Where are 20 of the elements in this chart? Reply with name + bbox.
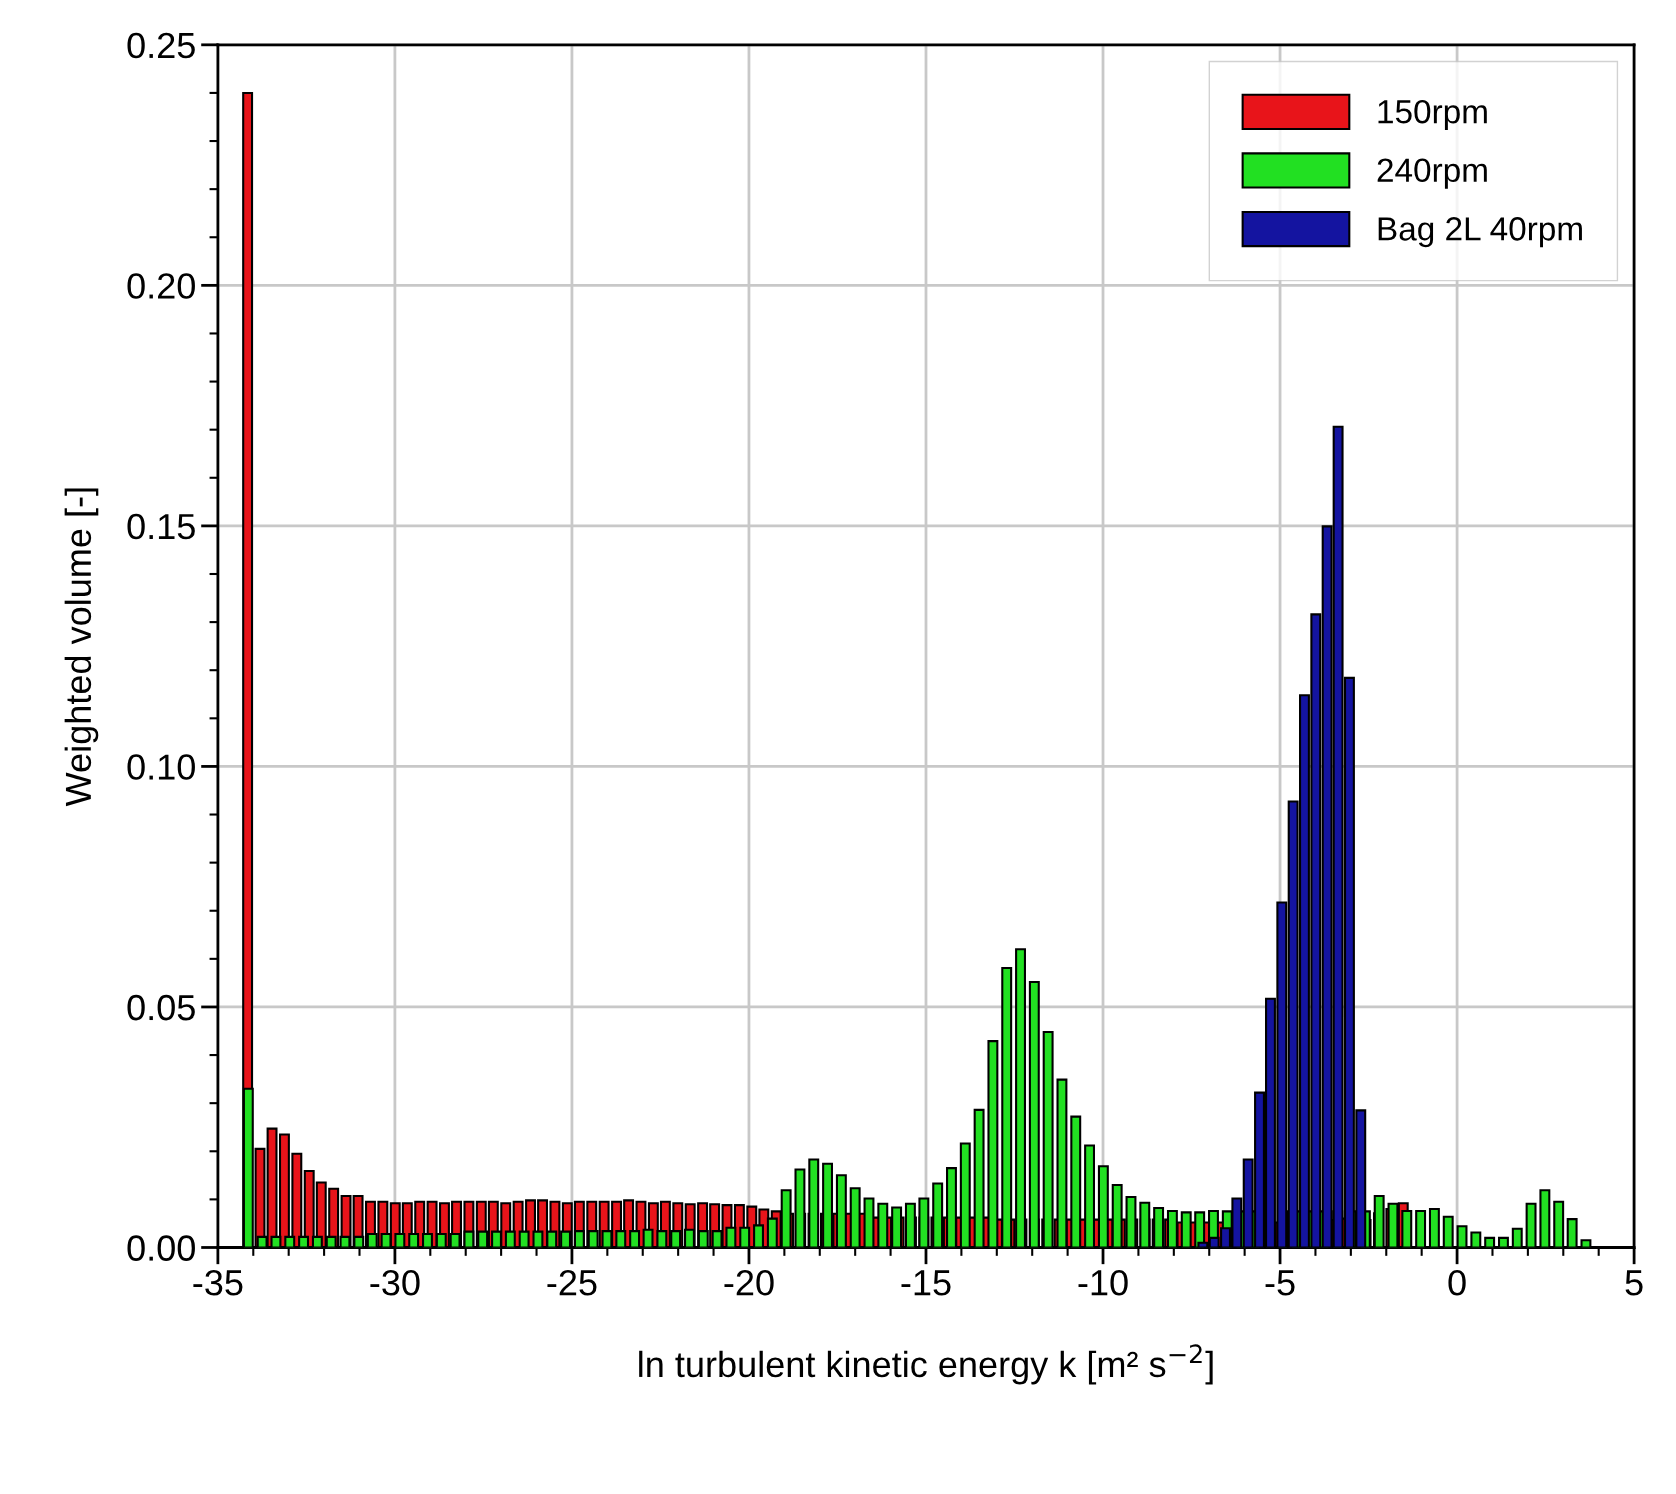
y-tick-label: 0.20 — [127, 273, 195, 299]
x-tick-label: -5 — [1265, 1270, 1295, 1296]
x-tick-label: -20 — [724, 1269, 774, 1296]
y-tick-label: 0.05 — [127, 994, 195, 1021]
y-tick-label: 0.10 — [127, 754, 195, 780]
y-tick-label: 0.25 — [127, 32, 195, 59]
legend-label: Bag 2L 40rpm — [1378, 217, 1582, 248]
y-tick-label: 0.15 — [127, 513, 195, 540]
x-tick-label: -30 — [370, 1269, 420, 1296]
y-axis-title: Weighted volume [-] — [64, 488, 99, 807]
x-tick-label: 5 — [1625, 1270, 1643, 1296]
x-tick-label: -10 — [1078, 1269, 1128, 1296]
legend-label: 240rpm — [1377, 158, 1487, 189]
y-tick-label: 0.00 — [127, 1235, 195, 1261]
legend-label: 150rpm — [1378, 99, 1487, 131]
x-tick-label: -35 — [193, 1269, 243, 1296]
x-tick-label: -15 — [901, 1270, 951, 1296]
x-axis-title: ln turbulent kinetic energy k [m² s$^{−2}$] — [639, 1344, 1213, 1385]
x-tick-label: -25 — [547, 1269, 597, 1296]
x-tick-label: 0 — [1448, 1269, 1466, 1296]
